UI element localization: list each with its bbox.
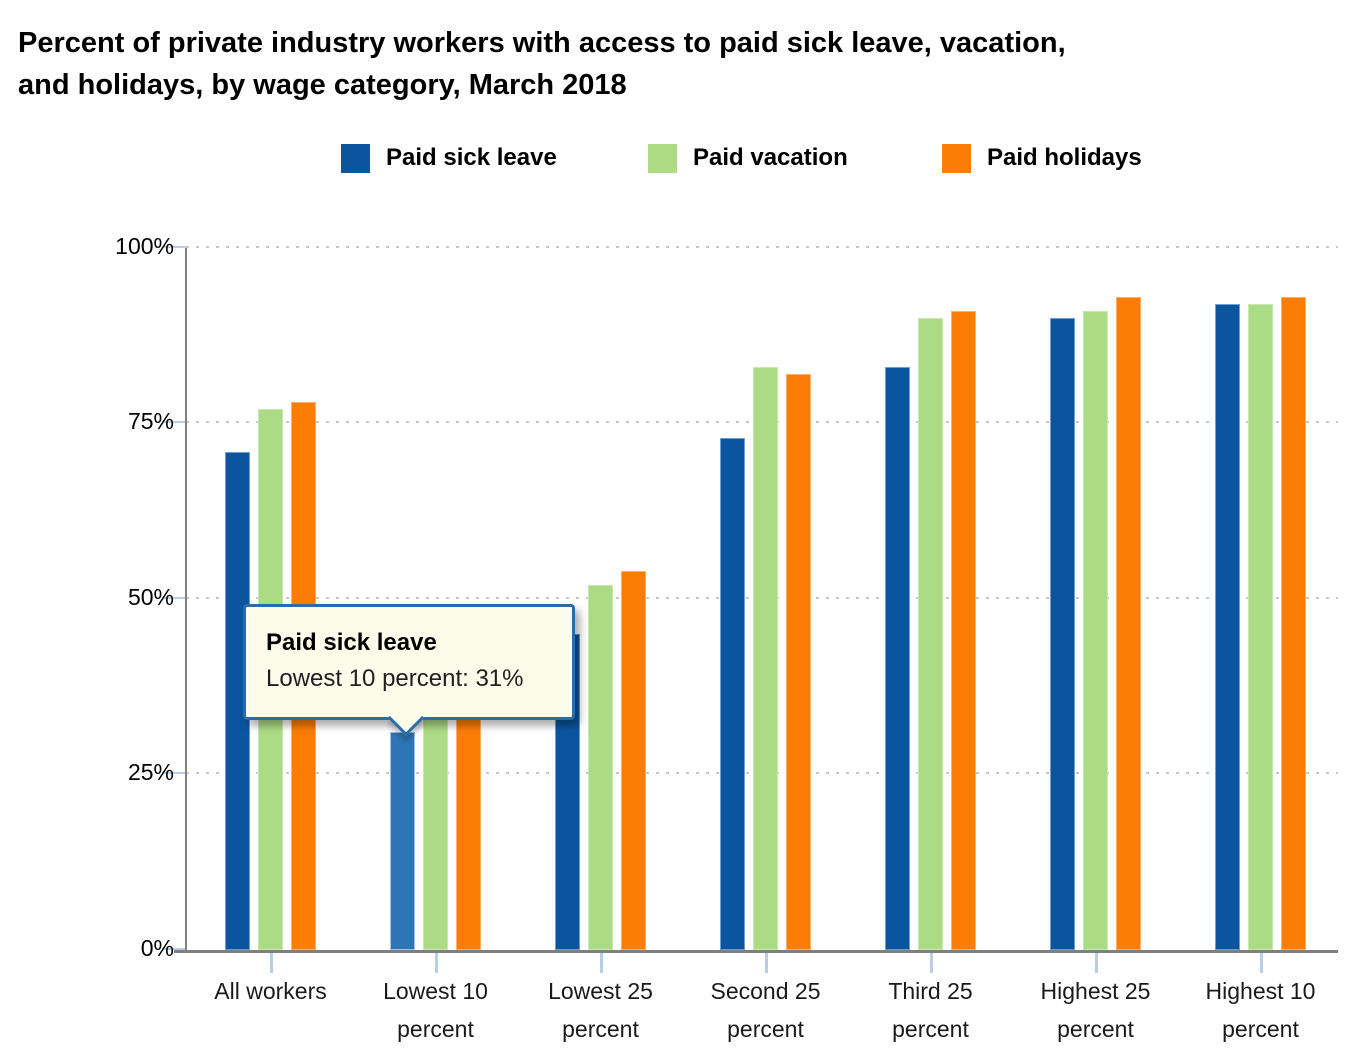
bar-paid-sick-leave-second-25-percent[interactable] — [720, 438, 745, 950]
x-axis-label-all-workers: All workers — [214, 978, 327, 1004]
tooltip-body: Lowest 10 percent: 31% — [266, 665, 524, 692]
x-tick-second-25-percent-icon — [764, 953, 768, 973]
bar-paid-sick-leave-highest-10-percent[interactable] — [1215, 304, 1240, 950]
legend-item-paid-holidays[interactable]: Paid holidays — [942, 143, 1142, 173]
bar-paid-sick-leave-third-25-percent[interactable] — [885, 367, 910, 950]
bar-paid-sick-leave-lowest-10-percent[interactable] — [390, 732, 415, 950]
tooltip-title: Paid sick leave — [266, 629, 437, 656]
y-tick-0-icon — [162, 948, 186, 950]
legend-item-label: Paid vacation — [693, 144, 848, 171]
legend-item-label: Paid sick leave — [386, 144, 557, 171]
x-axis-label-second-25-percent: Second 25 percent — [710, 978, 821, 1042]
tooltip: Paid sick leave Lowest 10 percent: 31% — [243, 604, 575, 737]
x-axis-label-lowest-10-percent: Lowest 10 percent — [383, 978, 488, 1042]
bar-paid-vacation-third-25-percent[interactable] — [918, 318, 943, 950]
x-axis-label-third-25-percent: Third 25 percent — [888, 978, 973, 1042]
x-tick-all-workers-icon — [269, 953, 273, 973]
y-axis-label-75: 75% — [127, 408, 174, 434]
y-tick-50-icon — [162, 597, 186, 599]
y-axis-label-100: 100% — [115, 233, 174, 259]
bar-paid-holidays-lowest-25-percent[interactable] — [621, 571, 646, 950]
x-axis-label-highest-10-percent: Highest 10 percent — [1205, 978, 1316, 1042]
bar-paid-holidays-highest-25-percent[interactable] — [1116, 297, 1141, 950]
bar-paid-vacation-second-25-percent[interactable] — [753, 367, 778, 950]
bar-paid-sick-leave-highest-25-percent[interactable] — [1050, 318, 1075, 950]
x-tick-highest-10-percent-icon — [1259, 953, 1263, 973]
bar-paid-vacation-lowest-25-percent[interactable] — [588, 585, 613, 950]
bar-paid-holidays-highest-10-percent[interactable] — [1281, 297, 1306, 950]
y-tick-75-icon — [162, 421, 186, 423]
bar-paid-holidays-second-25-percent[interactable] — [786, 374, 811, 950]
y-axis-label-25: 25% — [127, 759, 174, 785]
bar-paid-vacation-highest-25-percent[interactable] — [1083, 311, 1108, 950]
bar-paid-vacation-highest-10-percent[interactable] — [1248, 304, 1273, 950]
y-axis-line — [185, 248, 187, 953]
gridline-100 — [186, 246, 1338, 248]
x-axis-label-lowest-25-percent: Lowest 25 percent — [548, 978, 653, 1042]
legend-swatch-paid-holidays-icon — [942, 143, 971, 173]
y-tick-25-icon — [162, 772, 186, 774]
legend-item-label: Paid holidays — [987, 144, 1142, 171]
x-tick-lowest-25-percent-icon — [599, 953, 603, 973]
y-axis-label-50: 50% — [127, 584, 174, 610]
x-tick-lowest-10-percent-icon — [434, 953, 438, 973]
chart-title: Percent of private industry workers with… — [18, 27, 1066, 101]
legend-item-paid-sick-leave[interactable]: Paid sick leave — [341, 143, 557, 173]
x-tick-third-25-percent-icon — [929, 953, 933, 973]
x-tick-highest-25-percent-icon — [1094, 953, 1098, 973]
y-tick-100-icon — [162, 246, 186, 248]
bar-paid-holidays-third-25-percent[interactable] — [951, 311, 976, 950]
y-axis-label-0: 0% — [140, 935, 174, 961]
x-axis-line — [174, 950, 1338, 953]
x-axis-label-highest-25-percent: Highest 25 percent — [1040, 978, 1151, 1042]
legend-swatch-paid-sick-leave-icon — [341, 143, 370, 173]
legend-item-paid-vacation[interactable]: Paid vacation — [648, 143, 848, 173]
tooltip-pointer-icon — [387, 699, 425, 737]
legend-swatch-paid-vacation-icon — [648, 143, 677, 173]
